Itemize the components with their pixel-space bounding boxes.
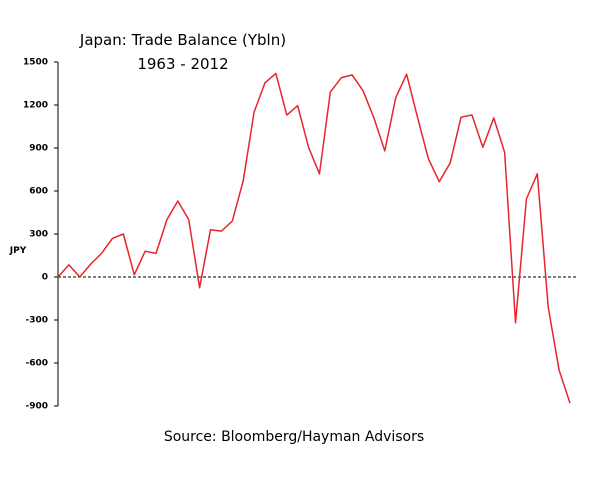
y-tick-label: -600	[25, 359, 48, 369]
y-tick-label: -300	[25, 316, 48, 326]
y-tick-label: -900	[25, 402, 48, 412]
y-tick-label: 0	[42, 273, 48, 283]
chart-subtitle: 1963 - 2012	[137, 55, 228, 73]
y-tick-label: 900	[29, 144, 48, 154]
y-tick-label: 1200	[23, 101, 48, 111]
line	[57, 72, 571, 404]
y-axis-label: JPY	[9, 246, 27, 256]
y-tick-label: 1500	[23, 58, 48, 68]
y-tick-label: 300	[29, 230, 48, 240]
source-note: Source: Bloomberg/Hayman Advisors	[164, 429, 424, 445]
y-tick-label: 600	[29, 187, 48, 197]
chart-title: Japan: Trade Balance (Ybln)	[79, 31, 286, 49]
